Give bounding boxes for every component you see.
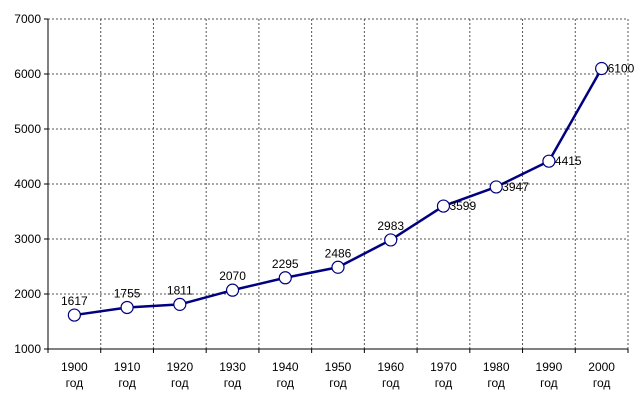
data-label: 1755: [114, 286, 141, 300]
x-tick-label-unit: год: [66, 376, 84, 390]
data-point: [595, 61, 609, 76]
data-label: 2295: [272, 257, 299, 271]
y-tick-label: 3000: [14, 232, 41, 246]
y-tick-label: 2000: [14, 287, 41, 301]
data-point: [67, 308, 81, 322]
x-tick-label-year: 1970: [430, 360, 457, 374]
data-point: [542, 154, 556, 168]
data-label: 1811: [167, 283, 193, 297]
x-tick-label-year: 1940: [272, 360, 299, 374]
x-tick-label-unit: год: [171, 376, 189, 390]
x-tick-label-unit: год: [277, 376, 295, 390]
data-point: [489, 180, 503, 194]
x-tick-label-year: 1930: [219, 360, 246, 374]
y-tick-label: 6000: [14, 67, 41, 81]
data-label: 4415: [555, 154, 582, 168]
data-label: 2486: [325, 246, 352, 260]
y-tick-label: 1000: [14, 342, 41, 356]
x-tick-label-year: 1920: [166, 360, 193, 374]
x-tick-label-unit: год: [487, 376, 505, 390]
data-markers: [67, 61, 609, 322]
x-tick-label-year: 1900: [61, 360, 88, 374]
x-tick-label-year: 1910: [114, 360, 141, 374]
data-point: [120, 300, 134, 315]
y-axis-tick-labels: 1000 2000 3000 4000 5000 6000 7000: [14, 12, 41, 356]
x-axis-tick-labels: 1900 год 1910 год 1920 год 1930 год 1940 год 1950 г…: [61, 360, 615, 390]
x-tick-label-unit: год: [593, 376, 611, 390]
x-tick-label-unit: год: [329, 376, 347, 390]
data-label: 3947: [502, 180, 529, 194]
data-label: 2070: [219, 269, 246, 283]
x-tick-label-year: 1950: [325, 360, 352, 374]
x-tick-label-year: 2000: [588, 360, 615, 374]
data-label: 6100: [608, 62, 635, 76]
axes: [44, 18, 629, 353]
data-labels: 1617 1755 1811 2070 2295 2486 2983 3599 3947 4415…: [61, 62, 635, 309]
x-tick-label-unit: год: [382, 376, 400, 390]
data-point: [173, 297, 187, 311]
data-point: [225, 283, 240, 297]
x-tick-label-unit: год: [435, 376, 453, 390]
data-point: [278, 271, 292, 285]
y-tick-label: 4000: [14, 177, 41, 191]
data-point: [436, 199, 451, 213]
y-tick-label: 5000: [14, 122, 41, 136]
data-label: 2983: [377, 219, 404, 233]
data-point: [331, 260, 345, 274]
x-tick-label-year: 1960: [377, 360, 404, 374]
data-label: 1617: [61, 294, 88, 308]
x-tick-label-year: 1990: [536, 360, 563, 374]
data-point: [384, 233, 398, 247]
y-tick-label: 7000: [14, 12, 41, 26]
x-tick-label-unit: год: [118, 376, 136, 390]
x-tick-label-year: 1980: [483, 360, 510, 374]
x-tick-label-unit: год: [224, 376, 242, 390]
grid-lines: [48, 18, 629, 349]
data-label: 3599: [449, 199, 476, 213]
x-tick-label-unit: год: [540, 376, 558, 390]
